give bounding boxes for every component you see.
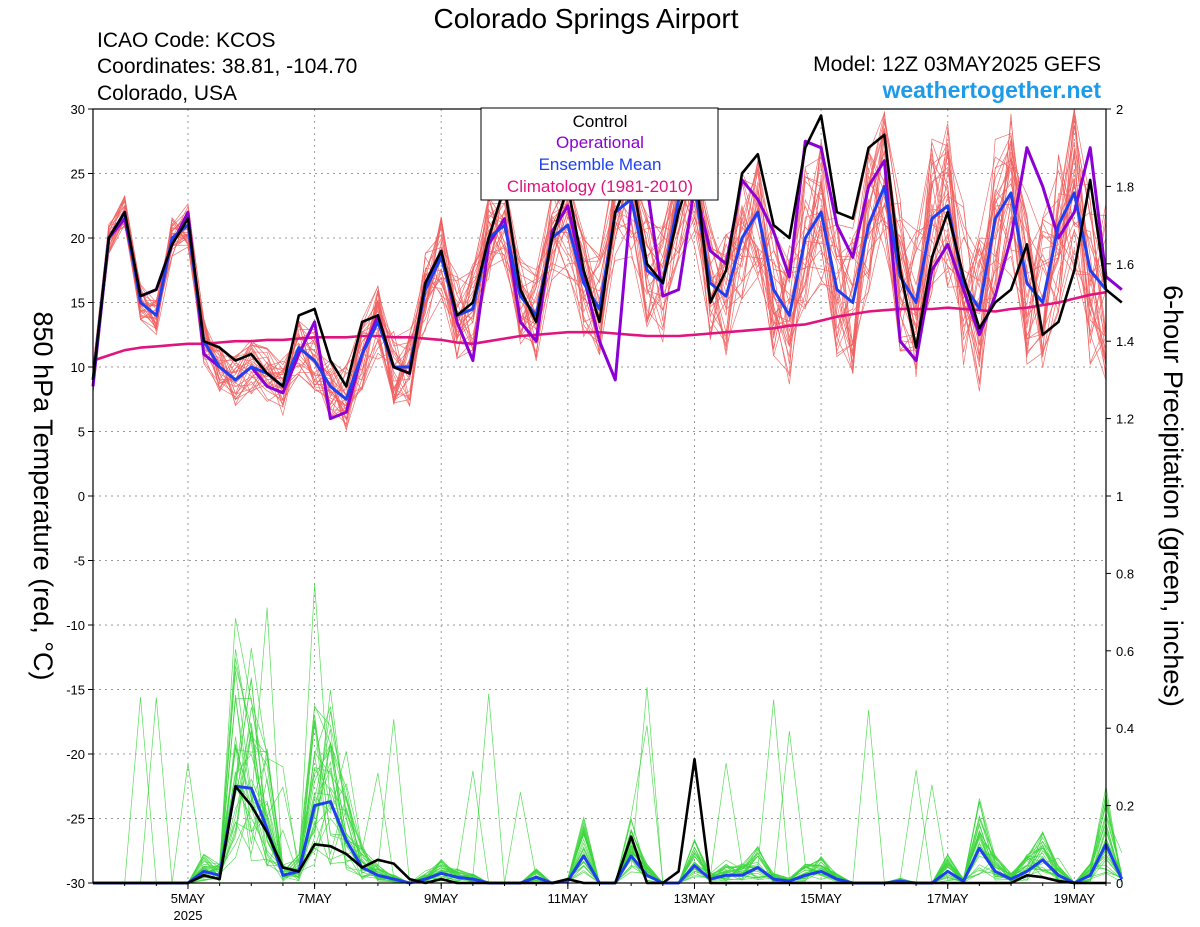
legend: Control Operational Ensemble Mean Climat… bbox=[480, 107, 719, 201]
left-tick-label: 15 bbox=[71, 296, 85, 311]
legend-climatology: Climatology (1981-2010) bbox=[507, 177, 693, 196]
right-tick-label: 1.6 bbox=[1116, 257, 1134, 272]
ensemble-temp-member bbox=[92, 108, 1107, 397]
x-tick-label: 13MAY bbox=[674, 891, 716, 906]
x-tick-label: 17MAY bbox=[927, 891, 969, 906]
chart-title: Colorado Springs Airport bbox=[433, 3, 738, 34]
control-temperature-line bbox=[91, 114, 1123, 388]
ensemble-precip-member bbox=[93, 670, 1123, 884]
right-tick-label: 0.6 bbox=[1116, 644, 1134, 659]
site-link[interactable]: weathertogether.net bbox=[881, 77, 1101, 103]
right-tick-label: 1 bbox=[1116, 489, 1123, 504]
left-tick-label: 20 bbox=[71, 231, 85, 246]
ensemble-precip-member bbox=[93, 677, 1123, 884]
x-tick-sublabel: 2025 bbox=[174, 908, 203, 923]
model-run: Model: 12Z 03MAY2025 GEFS bbox=[813, 53, 1101, 76]
climatology-temperature-line bbox=[92, 290, 1107, 362]
right-tick-label: 0.4 bbox=[1116, 721, 1134, 736]
right-tick-label: 2 bbox=[1116, 102, 1123, 117]
x-tick-label: 9MAY bbox=[424, 891, 459, 906]
operational-temperature-line bbox=[91, 139, 1123, 421]
ensemble-temp-member bbox=[92, 140, 1107, 421]
icao-code: ICAO Code: KCOS bbox=[97, 29, 276, 52]
left-tick-label: 5 bbox=[78, 425, 85, 440]
legend-box bbox=[480, 107, 719, 201]
x-tick-label: 15MAY bbox=[800, 891, 842, 906]
ensemble-precip-member bbox=[93, 583, 1123, 884]
ensemble-temp-member bbox=[92, 134, 1107, 420]
ensemble-precipitation-members bbox=[93, 583, 1123, 884]
location: Colorado, USA bbox=[97, 82, 237, 105]
left-tick-label: -20 bbox=[66, 747, 85, 762]
right-tick-label: 1.4 bbox=[1116, 334, 1134, 349]
axis-ticks: 302520151050-5-10-15-20-25-3021.81.61.41… bbox=[66, 102, 1134, 923]
right-tick-label: 1.2 bbox=[1116, 412, 1134, 427]
left-tick-label: -30 bbox=[66, 876, 85, 891]
legend-control: Control bbox=[573, 112, 628, 131]
x-tick-label: 19MAY bbox=[1054, 891, 1096, 906]
right-tick-label: 1.8 bbox=[1116, 179, 1134, 194]
left-tick-label: 25 bbox=[71, 167, 85, 182]
left-tick-label: 0 bbox=[78, 489, 85, 504]
ensemble-mean-temperature-line bbox=[91, 184, 1108, 401]
x-tick-label: 7MAY bbox=[297, 891, 332, 906]
right-axis-label: 6-hour Precipitation (green, inches) bbox=[1158, 285, 1188, 707]
legend-operational: Operational bbox=[556, 133, 644, 152]
left-tick-label: -15 bbox=[66, 683, 85, 698]
coordinates: Coordinates: 38.81, -104.70 bbox=[97, 55, 357, 78]
left-axis-label: 850 hPa Temperature (red, °C) bbox=[28, 312, 58, 681]
x-tick-label: 11MAY bbox=[547, 891, 588, 906]
left-tick-label: -5 bbox=[73, 554, 85, 569]
ensemble-precip-member bbox=[93, 648, 1123, 884]
ensemble-precip-member bbox=[93, 679, 1123, 884]
ensemble-temp-member bbox=[92, 108, 1107, 415]
left-tick-label: 10 bbox=[71, 360, 85, 375]
legend-ensemble-mean: Ensemble Mean bbox=[539, 155, 662, 174]
ensemble-precip-member bbox=[93, 607, 1123, 884]
left-tick-label: -25 bbox=[66, 812, 85, 827]
right-tick-label: 0 bbox=[1116, 876, 1123, 891]
ensemble-precip-member bbox=[93, 658, 1123, 884]
left-tick-label: -10 bbox=[66, 618, 85, 633]
main-series bbox=[91, 114, 1124, 885]
right-tick-label: 0.2 bbox=[1116, 799, 1134, 814]
left-tick-label: 30 bbox=[71, 102, 85, 117]
x-tick-label: 5MAY bbox=[171, 891, 206, 906]
right-tick-label: 0.8 bbox=[1116, 566, 1134, 581]
ensemble-temp-member bbox=[92, 127, 1107, 431]
